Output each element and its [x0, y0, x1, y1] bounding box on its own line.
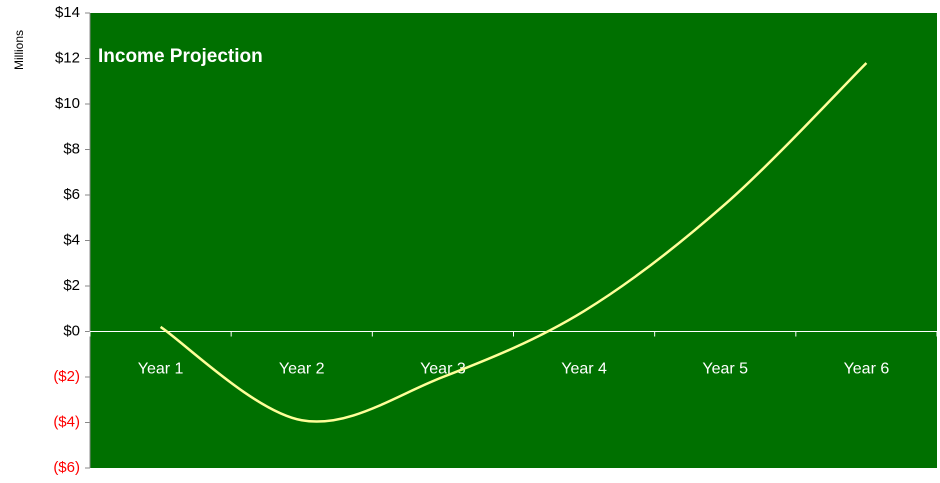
chart-title: Income Projection [98, 46, 263, 67]
line-series [159, 62, 868, 423]
plot-area [90, 13, 937, 468]
x-tick-label: Year 3 [420, 361, 466, 378]
y-tick-label: ($6) [53, 459, 80, 476]
y-tick-label: $4 [63, 231, 80, 248]
y-tick-label: $0 [63, 322, 80, 339]
y-axis-label: Millions [12, 30, 26, 70]
y-tick-label: $12 [55, 49, 80, 66]
y-tick-label: $14 [55, 4, 80, 21]
x-tick-label: Year 5 [702, 361, 748, 378]
y-tick-label: $6 [63, 186, 80, 203]
y-tick-label: $10 [55, 95, 80, 112]
x-tick-label: Year 4 [561, 361, 607, 378]
y-tick-label: ($4) [53, 413, 80, 430]
x-tick-label: Year 1 [138, 361, 184, 378]
y-tick-label: ($2) [53, 368, 80, 385]
x-tick-label: Year 2 [279, 361, 325, 378]
x-tick-label: Year 6 [844, 361, 890, 378]
y-tick-label: $8 [63, 140, 80, 157]
y-tick-label: $2 [63, 277, 80, 294]
